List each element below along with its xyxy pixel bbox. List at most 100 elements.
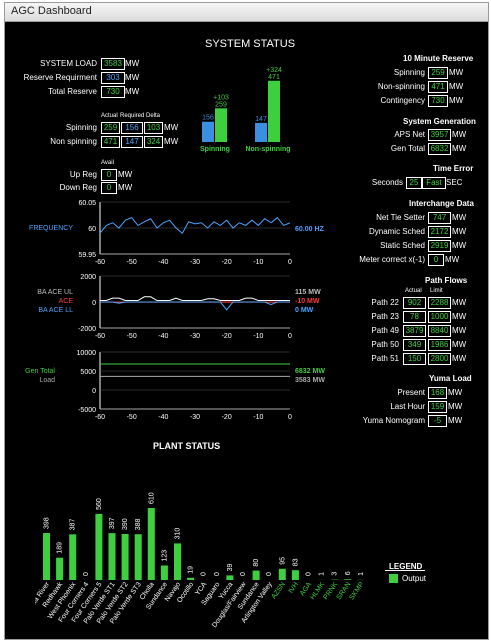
down-reg-unit: MW [118, 183, 133, 192]
gen-total-readout: 6832 MW [295, 368, 325, 375]
plant-bar-10 [174, 543, 181, 580]
down-reg-label: Down Reg [59, 183, 97, 192]
plant-value-20: 0 [306, 572, 313, 576]
time-error-value: 25 [406, 177, 422, 189]
ace-readout: -10 MW [295, 298, 320, 305]
legend-title: LEGEND [389, 562, 423, 571]
spinning-required-bar [202, 121, 214, 142]
frequency-label: FREQUENCY [29, 225, 73, 232]
plant-value-7: 388 [135, 518, 142, 530]
freq-chart-x-tick-5: -10 [253, 259, 263, 266]
net-tie-setter-value: 747 [428, 212, 451, 224]
ace-chart-y-tick-2: -2000 [78, 326, 96, 333]
ace-ll-line [100, 301, 290, 311]
freq-chart-x-tick-6: 0 [288, 259, 292, 266]
tmr-non-spinning-unit: MW [449, 82, 464, 91]
ten-minute-reserve-title: 10 Minute Reserve [403, 54, 474, 63]
non-spinning-delta-label: +324 [266, 67, 282, 74]
path-22-label: Path 22 [371, 298, 399, 307]
freq-chart-y-tick-2: 59.95 [78, 252, 96, 259]
gen-total-value: 6832 [428, 143, 451, 155]
plant-bar-9 [160, 565, 168, 580]
path-actual-header: Actual [405, 288, 422, 294]
dynamic-sched-label: Dynamic Sched [368, 227, 425, 236]
plant-bar-7 [134, 534, 142, 580]
system-status-title: SYSTEM STATUS [205, 38, 296, 50]
spinning-actual-bar [215, 108, 227, 142]
path-50-unit: MW [452, 340, 467, 349]
yuma-present-unit: MW [448, 388, 463, 397]
non-spinning-actual: 471 [101, 136, 120, 148]
legend-divider [385, 570, 425, 571]
up-reg-unit: MW [118, 170, 133, 179]
freq-chart-x-tick-0: -60 [95, 259, 105, 266]
plant-value-12: 0 [201, 572, 208, 576]
plant-value-17: 0 [266, 572, 273, 576]
non-spinning-required-label: 147 [255, 116, 267, 123]
plant-value-6: 390 [122, 518, 129, 530]
plant-value-14: 39 [227, 564, 234, 572]
path-23-actual: 78 [403, 311, 426, 323]
static-sched-value: 2919 [428, 240, 451, 252]
plant-bar-0 [43, 533, 50, 580]
spinning-delta-label: +103 [213, 94, 229, 101]
plant-value-10: 310 [175, 528, 182, 540]
yuma-nomogram-value: -5 [428, 415, 447, 427]
plant-bar-19 [291, 570, 299, 580]
path-22-limit: 2288 [428, 297, 451, 309]
plant-value-16: 80 [253, 559, 260, 567]
ace-chart-x-tick-1: -50 [127, 333, 137, 340]
gen-total-load-chart: 10000 5000 0 -5000-60 -50 -40 -30 -20 -10 0 Gen To… [25, 350, 325, 421]
yuma-nomogram-unit: MW [448, 416, 463, 425]
plant-value-21: 1 [319, 572, 326, 576]
net-tie-setter-unit: MW [452, 213, 467, 222]
gen-chart-x-tick-4: -20 [222, 414, 232, 421]
gen-chart-y-tick-1: 5000 [80, 369, 96, 376]
ace-chart: 2000 0 -2000-60 -50 -40 -30 -20 -10 0 BA ACE UL AC… [37, 274, 321, 340]
gen-chart-x-tick-2: -40 [158, 414, 168, 421]
tmr-non-spinning-label: Non-spinning [377, 82, 425, 91]
plant-value-18: 95 [279, 557, 286, 565]
spinning-delta: 103 [144, 122, 163, 134]
plant-label-18: AZSN [270, 581, 286, 600]
ace-ul-label: BA ACE UL [37, 289, 73, 296]
load-readout: 3583 MW [295, 377, 325, 384]
plant-bar-8 [147, 508, 155, 580]
agc-window: AGC Dashboard SYSTEM STATUS SYSTEM LOAD … [4, 2, 489, 640]
system-load-unit: MW [125, 59, 140, 68]
delta-header: Delta [146, 113, 161, 119]
plant-value-8: 610 [148, 492, 155, 504]
dynamic-sched-unit: MW [452, 227, 467, 236]
plant-value-13: 0 [214, 572, 221, 576]
tmr-non-spinning-value: 471 [428, 81, 448, 93]
gen-chart-x-tick-3: -30 [190, 414, 200, 421]
spinning-axis-label: Spinning [200, 146, 230, 153]
ace-ul-readout: 115 MW [295, 289, 321, 296]
gen-chart-x-tick-6: 0 [288, 414, 292, 421]
static-sched-unit: MW [452, 241, 467, 250]
path-49-actual: 3879 [403, 325, 426, 337]
meter-correct-unit: MW [445, 255, 460, 264]
dynamic-sched-value: 2172 [428, 226, 451, 238]
path-23-unit: MW [452, 312, 467, 321]
plant-value-1: 189 [57, 542, 64, 554]
system-load-label: SYSTEM LOAD [40, 59, 97, 68]
aps-net-value: 3957 [428, 129, 451, 141]
system-load-value: 3583 [101, 58, 125, 70]
path-51-label: Path 51 [371, 354, 399, 363]
plant-value-2: 387 [70, 519, 77, 531]
ace-chart-x-tick-3: -30 [190, 333, 200, 340]
ace-chart-x-tick-5: -10 [253, 333, 263, 340]
gen-chart-y-tick-0: 10000 [77, 350, 97, 357]
freq-chart-y-tick-0: 60.05 [78, 200, 96, 207]
tmr-spinning-value: 259 [428, 67, 448, 79]
non-spinning-row-label: Non spinning [50, 137, 97, 146]
total-reserve-unit: MW [125, 87, 140, 96]
required-header: Required [120, 113, 145, 119]
gen-total-label: Gen Total [25, 368, 55, 375]
path-50-actual: 349 [403, 339, 426, 351]
path-50-label: Path 50 [371, 340, 399, 349]
time-error-unit: SEC [446, 178, 463, 187]
tmr-spinning-unit: MW [449, 68, 464, 77]
